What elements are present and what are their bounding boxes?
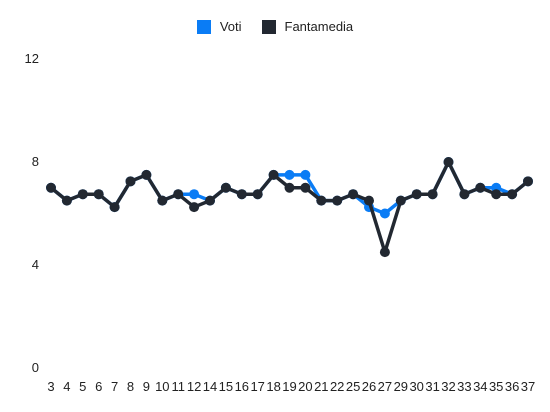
chart-legend: Voti Fantamedia xyxy=(0,19,550,34)
legend-item-voti[interactable]: Voti xyxy=(196,19,242,34)
data-point-fantamedia xyxy=(332,195,343,206)
data-point-fantamedia xyxy=(109,202,120,213)
data-point-fantamedia xyxy=(93,189,104,200)
x-tick-label: 14 xyxy=(203,379,217,394)
data-point-fantamedia xyxy=(300,182,311,193)
data-point-fantamedia xyxy=(125,176,136,187)
y-tick-label: 4 xyxy=(32,257,39,272)
x-tick-label: 6 xyxy=(95,379,102,394)
data-point-fantamedia xyxy=(316,195,327,206)
y-tick-label: 0 xyxy=(32,360,39,375)
x-tick-label: 11 xyxy=(171,379,185,394)
x-tick-label: 35 xyxy=(489,379,503,394)
data-point-fantamedia xyxy=(157,195,168,206)
data-point-fantamedia xyxy=(411,189,422,200)
data-point-fantamedia xyxy=(173,189,184,200)
data-point-fantamedia xyxy=(459,189,470,200)
data-point-fantamedia xyxy=(252,189,263,200)
data-point-fantamedia xyxy=(61,195,72,206)
x-tick-label: 20 xyxy=(298,379,312,394)
x-tick-label: 33 xyxy=(457,379,471,394)
x-tick-label: 15 xyxy=(219,379,233,394)
x-tick-label: 4 xyxy=(63,379,70,394)
data-point-fantamedia xyxy=(77,189,88,200)
legend-item-fantamedia[interactable]: Fantamedia xyxy=(261,19,354,34)
x-tick-label: 9 xyxy=(143,379,150,394)
legend-label-voti: Voti xyxy=(219,19,242,34)
data-point-fantamedia xyxy=(268,169,279,180)
x-tick-label: 17 xyxy=(250,379,264,394)
y-tick-label: 8 xyxy=(32,154,39,169)
data-point-fantamedia xyxy=(507,189,518,200)
data-point-fantamedia xyxy=(348,189,359,200)
x-tick-label: 29 xyxy=(394,379,408,394)
x-tick-label: 27 xyxy=(378,379,392,394)
x-tick-label: 31 xyxy=(425,379,439,394)
x-tick-label: 19 xyxy=(282,379,296,394)
data-point-fantamedia xyxy=(427,189,438,200)
x-tick-label: 22 xyxy=(330,379,344,394)
x-tick-label: 30 xyxy=(409,379,423,394)
data-point-fantamedia xyxy=(475,182,486,193)
data-point-fantamedia xyxy=(284,182,295,193)
x-tick-label: 21 xyxy=(314,379,328,394)
data-point-voti xyxy=(379,208,390,219)
x-tick-label: 25 xyxy=(346,379,360,394)
legend-swatch-fantamedia xyxy=(261,19,276,34)
legend-label-fantamedia: Fantamedia xyxy=(284,19,354,34)
x-tick-label: 8 xyxy=(127,379,134,394)
x-tick-label: 37 xyxy=(521,379,535,394)
x-tick-label: 18 xyxy=(266,379,280,394)
data-point-fantamedia xyxy=(491,189,502,200)
x-tick-label: 10 xyxy=(155,379,169,394)
x-tick-label: 3 xyxy=(47,379,54,394)
data-point-fantamedia xyxy=(220,182,231,193)
data-point-fantamedia xyxy=(189,202,200,213)
x-tick-label: 12 xyxy=(187,379,201,394)
data-point-voti xyxy=(189,189,200,200)
data-point-fantamedia xyxy=(205,195,215,206)
data-point-fantamedia xyxy=(236,189,247,200)
x-tick-label: 7 xyxy=(111,379,118,394)
data-point-fantamedia xyxy=(141,169,152,180)
x-tick-label: 32 xyxy=(441,379,455,394)
data-point-fantamedia xyxy=(379,247,390,258)
data-point-fantamedia xyxy=(395,195,406,206)
data-point-fantamedia xyxy=(523,176,533,187)
data-point-voti xyxy=(300,169,311,180)
data-point-fantamedia xyxy=(364,195,374,206)
data-point-voti xyxy=(284,169,295,180)
data-point-fantamedia xyxy=(46,182,56,193)
data-point-fantamedia xyxy=(443,157,454,167)
x-tick-label: 16 xyxy=(235,379,249,394)
legend-swatch-voti xyxy=(196,19,211,34)
x-tick-label: 34 xyxy=(473,379,487,394)
x-tick-label: 26 xyxy=(362,379,376,394)
x-tick-label: 36 xyxy=(505,379,519,394)
y-tick-label: 12 xyxy=(25,51,39,66)
x-tick-label: 5 xyxy=(79,379,86,394)
